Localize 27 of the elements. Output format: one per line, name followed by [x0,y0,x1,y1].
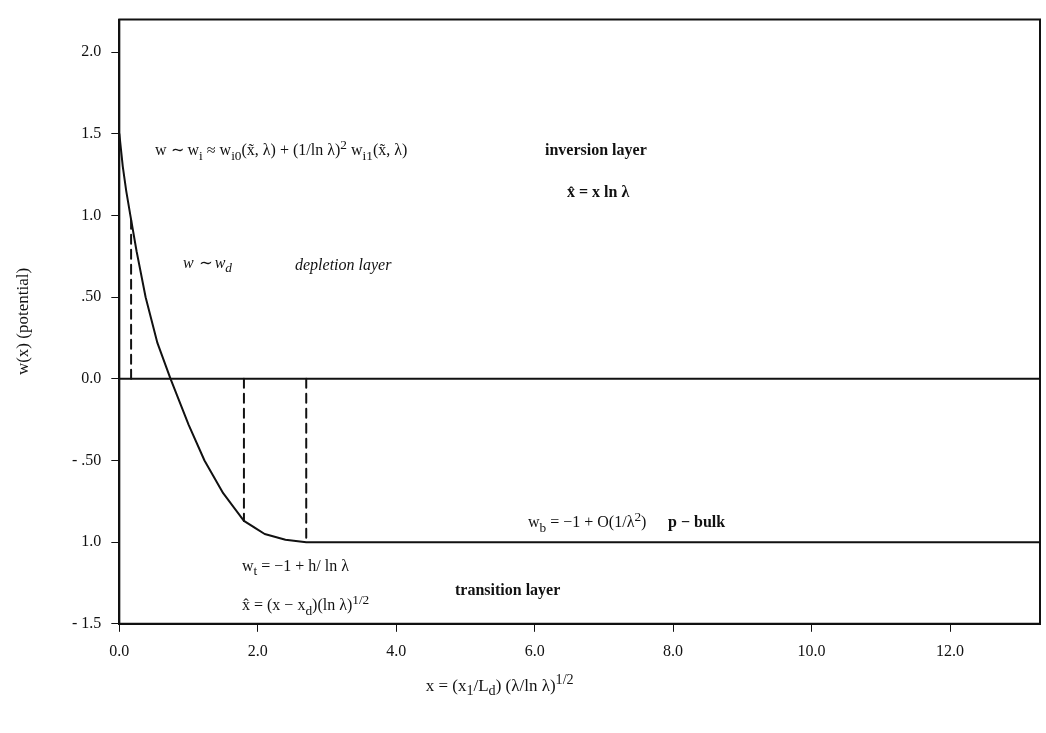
x-tick-label: 4.0 [386,641,407,659]
annotation: w$_{t}$ = −1 + h/ ln λ [242,557,349,579]
annotation: p − bulk [668,513,726,530]
x-tick-label: 12.0 [936,641,965,659]
annotation: inversion layer [545,141,647,158]
y-axis-title: w(x) (potential) [12,268,32,376]
annotation: depletion layer [295,256,392,273]
x-axis-title: x = (x$_{1}$/L$_{d}$) (λ/ln λ)$^{1/2}$ [425,670,574,698]
x-tick-label: 10.0 [797,641,826,659]
y-tick-label: - .50 [72,450,102,468]
x-tick-label: 6.0 [524,641,545,659]
text: w ∼ w$_{i}$ ≈ w$_{i0}$(x̃, λ) + (1/ln λ)$^{2}$ w$_{i1}$(x̃, λ) [155,137,408,163]
annotation: x̂ = x ln λ [567,183,630,200]
x-tick-label: 8.0 [663,641,684,659]
annotation: w ∼ w$_{d}$ [183,254,233,276]
y-tick-label: .50 [81,287,102,305]
y-tick-label: 0.0 [81,369,102,387]
y-tick-label: 1.0 [81,532,102,550]
annotation: x̂ = (x − x$_{d}$)(ln λ)$^{1/2}$ [242,592,370,618]
y-tick-label: 1.0 [81,205,102,223]
y-tick-label: 1.5 [81,124,102,142]
annotation: transition layer [455,581,561,598]
annotation: w$_{b}$ = −1 + O(1/λ$^{2}$) [528,509,647,535]
x-tick-label: 2.0 [247,641,268,659]
x-tick-label: 0.0 [109,641,130,659]
y-tick-label: 2.0 [81,42,102,60]
y-tick-label: - 1.5 [72,614,102,631]
